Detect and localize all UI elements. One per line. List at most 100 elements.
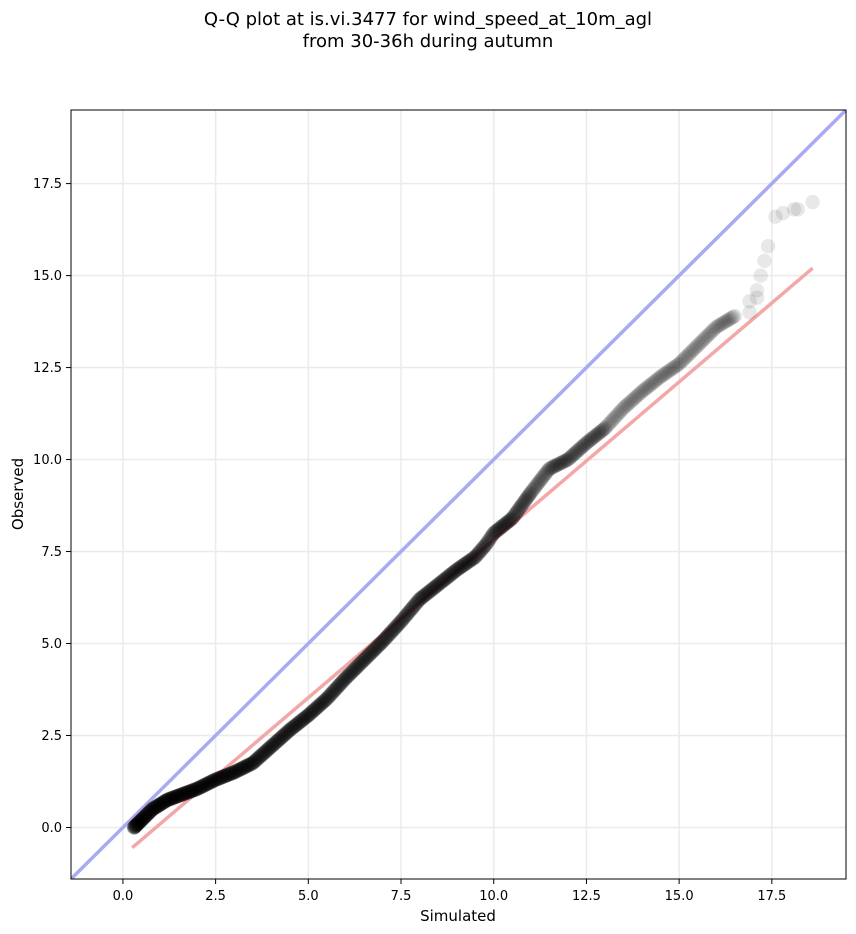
quantile-point	[354, 654, 370, 670]
quantile-point	[529, 477, 545, 493]
quantile-point	[456, 557, 471, 573]
quantile-point	[369, 640, 384, 656]
quantile-point	[177, 786, 193, 801]
quantile-point	[579, 435, 595, 450]
quantile-point	[590, 426, 606, 442]
quantile-point	[360, 648, 376, 664]
quantile-point	[183, 783, 199, 799]
quantile-point	[253, 749, 268, 764]
x-tick-label: 5.0	[298, 889, 319, 904]
quantile-point	[181, 784, 196, 800]
quantile-point	[272, 731, 287, 747]
quantile-point	[527, 481, 542, 496]
quantile-point	[162, 791, 177, 807]
quantile-point	[537, 467, 553, 482]
quantile-point	[646, 375, 661, 390]
quantile-point	[394, 613, 410, 628]
quantile-point	[302, 706, 317, 722]
quantile-point	[452, 560, 467, 576]
quantile-point	[525, 482, 541, 498]
quantile-point	[353, 656, 368, 671]
quantile-point	[556, 454, 571, 469]
quantile-point	[557, 453, 573, 469]
x-tick-label: 17.5	[757, 889, 786, 904]
quantile-point	[222, 767, 237, 782]
quantile-point	[127, 819, 142, 835]
quantile-point	[657, 366, 672, 382]
quantile-point	[684, 344, 699, 359]
quantile-point	[404, 601, 419, 616]
quantile-point	[245, 755, 261, 771]
quantile-point	[441, 569, 456, 584]
quantile-point	[132, 814, 147, 830]
quantile-point	[146, 801, 162, 816]
quantile-point	[129, 818, 144, 833]
quantile-point	[775, 205, 791, 221]
quantile-point	[491, 522, 506, 537]
quantile-point	[158, 793, 173, 809]
quantile-point	[753, 268, 768, 283]
quantile-point	[601, 416, 617, 432]
quantile-point	[295, 712, 311, 727]
quantile-point	[678, 349, 694, 365]
quantile-point	[282, 723, 297, 738]
quantile-point	[517, 493, 533, 509]
quantile-point	[283, 722, 298, 737]
quantile-point	[680, 348, 695, 363]
quantile-point	[230, 763, 245, 778]
quantile-point	[285, 720, 301, 735]
quantile-point	[211, 771, 226, 786]
quantile-point	[630, 387, 646, 403]
quantile-point	[524, 484, 539, 499]
quantile-point	[469, 548, 484, 563]
quantile-point	[214, 770, 229, 785]
quantile-point	[349, 659, 365, 675]
quantile-point	[391, 617, 406, 632]
quantile-point	[415, 589, 431, 604]
quantile-point	[366, 642, 382, 658]
quantile-point	[188, 782, 203, 797]
quantile-point	[293, 714, 308, 729]
quantile-point	[640, 379, 656, 395]
quantile-point	[310, 699, 325, 715]
quantile-point	[589, 427, 604, 443]
quantile-point	[592, 425, 607, 441]
quantile-point	[568, 445, 584, 460]
quantile-point	[720, 313, 735, 328]
identity-line	[71, 110, 846, 879]
quantile-point	[219, 768, 234, 783]
quantile-point	[205, 773, 220, 789]
y-tick-label: 10.0	[33, 453, 62, 468]
quantile-point	[500, 514, 515, 530]
quantile-point	[596, 422, 611, 437]
quantile-point	[597, 421, 612, 436]
quantile-point	[424, 582, 439, 597]
y-tick-label: 15.0	[33, 269, 62, 284]
quantile-point	[163, 791, 178, 806]
quantile-point	[224, 766, 239, 781]
quantile-point	[484, 528, 500, 543]
quantile-point	[451, 561, 466, 576]
quantile-point	[414, 590, 429, 605]
quantile-point	[501, 513, 517, 529]
quantile-point	[690, 338, 705, 353]
quantile-point	[533, 472, 549, 487]
quantile-point	[207, 772, 222, 788]
quantile-point	[152, 797, 168, 812]
quantile-point	[185, 783, 201, 798]
quantile-point	[321, 689, 337, 704]
quantile-point	[560, 452, 576, 467]
quantile-point	[212, 770, 227, 786]
quantile-point	[549, 457, 565, 473]
quantile-point	[632, 386, 647, 402]
quantile-point	[359, 650, 374, 665]
quantile-point	[294, 713, 309, 728]
quantile-point	[419, 586, 434, 601]
quantile-point	[423, 583, 438, 598]
quantile-point	[418, 587, 433, 602]
quantile-point	[726, 309, 741, 325]
quantile-point	[448, 563, 464, 578]
quantile-point	[278, 725, 294, 741]
quantile-point	[184, 783, 200, 798]
quantile-point	[134, 812, 149, 827]
